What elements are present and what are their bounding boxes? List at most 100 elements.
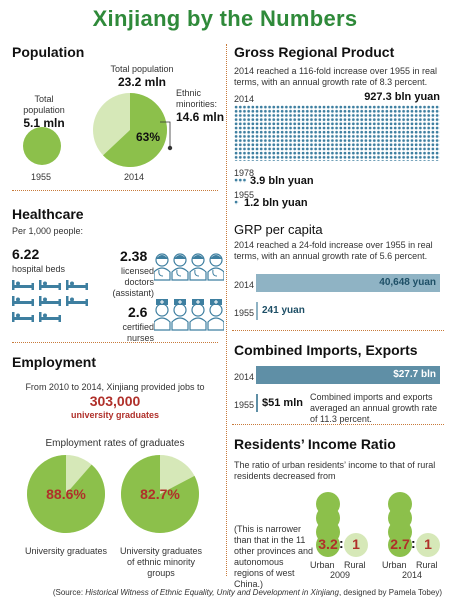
doctor-icons [154, 253, 224, 281]
bed-icon [39, 296, 61, 306]
grp-1955-dots [234, 200, 239, 205]
population-2014-value: 23.2 mln [117, 75, 167, 89]
grp-per-capita-2014-value: 40,648 yuan [379, 277, 436, 288]
grp-1978-year: 1978 [234, 168, 255, 178]
doctor-icon [189, 253, 207, 281]
page-title: Xinjiang by the Numbers [92, 6, 358, 31]
income-2009-urban-stack [316, 492, 340, 540]
grp-per-capita-1955-year: 1955 [234, 308, 255, 318]
grp-per-capita-1955-value: 241 yuan [262, 305, 305, 316]
doctor-icon [154, 253, 171, 281]
minorities-value: 14.6 mln [176, 110, 225, 124]
income-2014-ratio-circles [388, 533, 440, 557]
income-2009-ratio-circles [316, 533, 368, 557]
bed-icon [39, 312, 61, 322]
grp-desc: 2014 reached a 116-fold increase over 19… [234, 66, 437, 87]
income-2009-colon: : [339, 535, 344, 551]
source-credit: (Source: Historical Witness of Ethnic Eq… [0, 588, 442, 597]
doctors-value: 2.38 [120, 248, 148, 264]
trade-2014-year: 2014 [234, 372, 255, 382]
population-2014-year: 2014 [124, 172, 145, 182]
nurses-label: certified nurses [122, 322, 154, 343]
divider [232, 330, 444, 331]
bed-icon [39, 280, 61, 290]
doctor-icon [171, 253, 189, 281]
nurses-value: 2.6 [128, 304, 148, 320]
income-2009-year: 2009 [330, 570, 351, 580]
income-2009-rural-label: Rural [344, 560, 366, 570]
trade-2014-value: $27.7 bln [393, 369, 436, 380]
minorities-callout-line [160, 121, 173, 151]
bed-icons [12, 280, 88, 322]
grp-per-capita-2014-year: 2014 [234, 280, 255, 290]
income-note: (This is narrower than that in the 11 ot… [234, 524, 314, 589]
trade-2014-bar [256, 366, 440, 384]
minorities-percent: 63% [136, 130, 161, 144]
population-2014-pie [93, 93, 168, 167]
trade-1955-bar [256, 394, 258, 412]
income-stack-circle [388, 492, 412, 516]
source-prefix: (Source: [52, 588, 86, 597]
income-2009-urban-ratio: 3.2 [318, 536, 338, 552]
income-2009-urban-label: Urban [310, 560, 335, 570]
bed-icon [66, 280, 88, 290]
bed-icon [12, 296, 34, 306]
trade-desc: Combined imports and exports averaged an… [310, 392, 438, 424]
employment-heading: Employment [12, 354, 97, 370]
healthcare-per-label: Per 1,000 people: [12, 226, 84, 236]
income-heading: Residents’ Income Ratio [234, 436, 396, 452]
grp-2014-dots [234, 105, 440, 161]
trade-heading: Combined Imports, Exports [234, 342, 418, 358]
grp-1978-value: 3.9 bln yuan [250, 175, 314, 187]
column-divider [226, 44, 227, 576]
income-2014-colon: : [411, 535, 416, 551]
divider [12, 342, 218, 343]
rate-graduates-value: 88.6% [46, 486, 86, 502]
income-desc: The ratio of urban residents’ income to … [234, 460, 436, 481]
grp-heading: Gross Regional Product [234, 44, 395, 60]
divider [232, 424, 444, 425]
grp-per-capita-desc: 2014 reached a 24-fold increase over 195… [234, 240, 433, 261]
population-1955-label: Total population [23, 94, 65, 115]
nurse-icon [171, 299, 189, 331]
jobs-value: 303,000 [89, 393, 141, 409]
population-2014-label: Total population [110, 64, 174, 74]
doctor-icon [207, 253, 224, 281]
healthcare-heading: Healthcare [12, 206, 84, 222]
employment-intro: From 2010 to 2014, Xinjiang provided job… [25, 382, 205, 392]
source-book: Historical Witness of Ethnic Equality, U… [85, 588, 339, 597]
doctors-label: licensed doctors (assistant) [112, 266, 154, 298]
beds-label: hospital beds [12, 264, 66, 274]
grp-2014-value: 927.3 bln yuan [364, 91, 440, 103]
divider [12, 190, 218, 191]
population-1955-year: 1955 [31, 172, 52, 182]
rates-heading: Employment rates of graduates [45, 438, 185, 449]
rate-minority-value: 82.7% [140, 486, 180, 502]
income-stack-circle [316, 492, 340, 516]
nurse-icon [154, 299, 171, 331]
nurse-icon [207, 299, 224, 331]
grp-per-capita-1955-bar [256, 302, 258, 320]
grp-per-capita-2014-bar [256, 274, 440, 292]
income-2014-urban-ratio: 2.7 [390, 536, 410, 552]
income-2009-rural-ratio: 1 [352, 536, 360, 552]
rate-graduates-pie [27, 455, 106, 533]
population-1955-circle [23, 127, 61, 165]
nurse-icon [189, 299, 207, 331]
rate-minority-pie [120, 455, 199, 533]
minorities-label: Ethnic minorities: [176, 88, 218, 109]
grp-per-capita-heading: GRP per capita [234, 222, 323, 237]
jobs-label: university graduates [70, 410, 160, 420]
income-2014-rural-label: Rural [416, 560, 438, 570]
grp-1955-value: 1.2 bln yuan [244, 197, 308, 209]
grp-1955-year: 1955 [234, 190, 255, 200]
rate-minority-label: University graduates of ethnic minority … [119, 546, 203, 578]
income-2014-urban-label: Urban [382, 560, 407, 570]
income-2014-rural-ratio: 1 [424, 536, 432, 552]
income-2014-year: 2014 [402, 570, 423, 580]
beds-value: 6.22 [12, 246, 40, 262]
trade-1955-year: 1955 [234, 400, 255, 410]
grp-1978-dots [234, 178, 247, 183]
source-suffix: , designed by Pamela Tobey) [338, 588, 442, 597]
population-heading: Population [12, 44, 85, 60]
